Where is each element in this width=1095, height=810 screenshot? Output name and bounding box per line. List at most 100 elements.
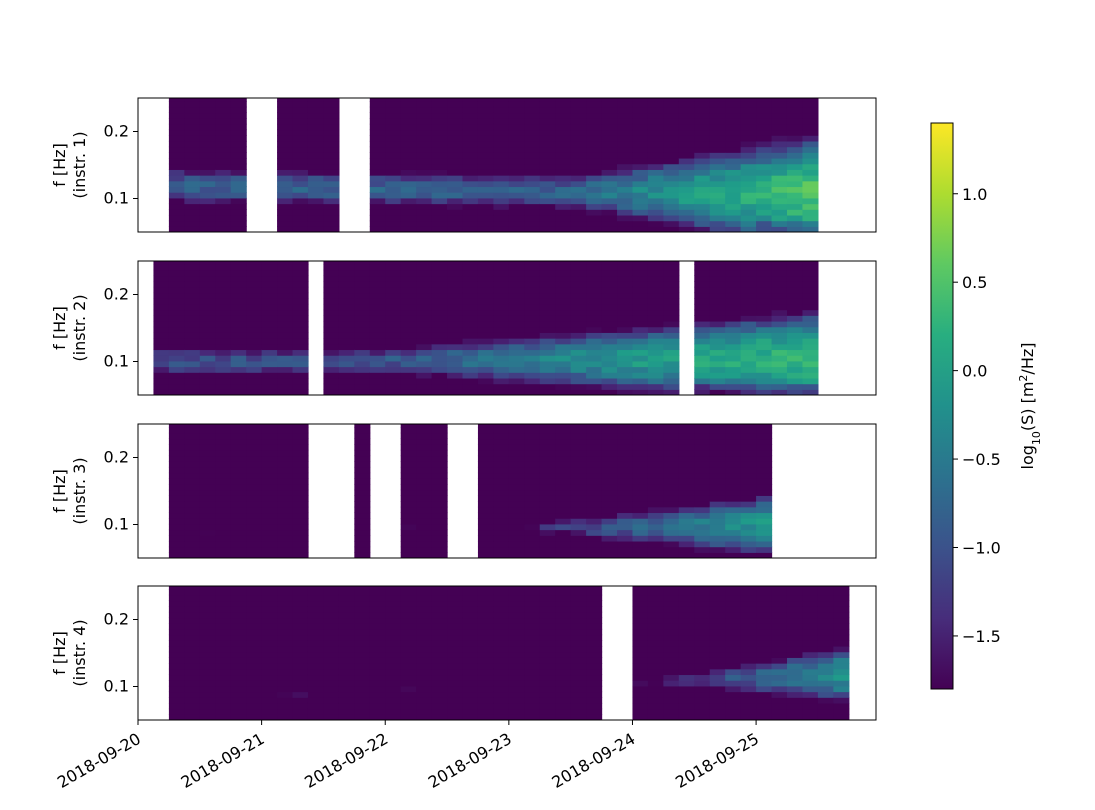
spectrogram-cell bbox=[802, 668, 819, 676]
spectrogram-cell bbox=[678, 478, 695, 485]
spectrogram-cell bbox=[153, 269, 170, 277]
spectrogram-cell bbox=[771, 220, 788, 227]
spectrogram-cell bbox=[586, 535, 603, 542]
spectrogram-cell bbox=[400, 697, 417, 704]
spectrogram-cell bbox=[307, 600, 325, 607]
spectrogram-cell bbox=[462, 192, 479, 199]
spectrogram-cell bbox=[539, 483, 556, 491]
spectrogram-cell bbox=[663, 657, 680, 664]
spectrogram-cell bbox=[416, 146, 433, 153]
spectrogram-cell bbox=[215, 360, 232, 368]
spectrogram-cell bbox=[462, 606, 479, 613]
spectrogram-cell bbox=[786, 640, 804, 647]
spectrogram-cell bbox=[416, 129, 433, 136]
spectrogram-cell bbox=[756, 438, 773, 445]
spectrogram-cell bbox=[508, 292, 525, 299]
spectrogram-cell bbox=[508, 501, 525, 508]
spectrogram-cell bbox=[570, 261, 587, 265]
spectrogram-cell bbox=[168, 360, 185, 368]
spectrogram-cell bbox=[570, 623, 587, 630]
spectrogram-cell bbox=[647, 372, 664, 379]
spectrogram-cell bbox=[601, 478, 618, 485]
spectrogram-cell bbox=[184, 220, 201, 227]
spectrogram-cell bbox=[354, 628, 371, 636]
spectrogram-cell bbox=[740, 209, 757, 216]
spectrogram-cell bbox=[694, 292, 711, 299]
spectrogram-cell bbox=[756, 197, 773, 205]
spectrogram-cell bbox=[493, 535, 510, 542]
spectrogram-cell bbox=[524, 586, 541, 590]
spectrogram-cell bbox=[555, 640, 572, 647]
spectrogram-cell bbox=[199, 372, 216, 379]
spectrogram-cell bbox=[338, 586, 355, 590]
spectrogram-cell bbox=[354, 349, 371, 356]
spectrogram-cell bbox=[215, 518, 232, 525]
spectrogram-cell bbox=[709, 586, 726, 590]
spectrogram-cell bbox=[555, 606, 572, 613]
spectrogram-cell bbox=[477, 651, 495, 658]
spectrogram-cell bbox=[663, 275, 680, 282]
spectrogram-cell bbox=[400, 444, 417, 451]
spectrogram-cell bbox=[663, 123, 680, 131]
spectrogram-cell bbox=[168, 180, 185, 188]
spectrogram-cell bbox=[215, 326, 232, 333]
spectrogram-cell bbox=[524, 112, 541, 119]
spectrogram-cell bbox=[539, 628, 556, 636]
spectrogram-cell bbox=[601, 449, 618, 457]
spectrogram-cell bbox=[740, 518, 757, 525]
spectrogram-cell bbox=[508, 303, 525, 311]
spectrogram-cell bbox=[647, 611, 664, 619]
spectrogram-cell bbox=[617, 98, 634, 102]
spectrogram-cell bbox=[400, 389, 417, 395]
spectrogram-cell bbox=[694, 540, 711, 548]
spectrogram-cell bbox=[771, 226, 788, 232]
spectrogram-cell bbox=[586, 506, 603, 514]
spectrogram-cell bbox=[725, 389, 742, 395]
spectrogram-cell bbox=[632, 129, 649, 136]
spectrogram-cell bbox=[586, 360, 603, 368]
spectrogram-cell bbox=[817, 600, 834, 607]
spectrogram-cell bbox=[354, 674, 371, 681]
spectrogram-cell bbox=[725, 432, 742, 440]
spectrogram-cell bbox=[230, 449, 247, 457]
spectrogram-cell bbox=[477, 606, 495, 613]
spectrogram-cell bbox=[168, 424, 185, 428]
spectrogram-cell bbox=[786, 691, 804, 698]
spectrogram-cell bbox=[817, 623, 834, 630]
spectrogram-cell bbox=[431, 275, 448, 282]
spectrogram-cell bbox=[230, 606, 247, 613]
spectrogram-cell bbox=[678, 540, 695, 548]
spectrogram-cell bbox=[756, 427, 773, 434]
spectrogram-cell bbox=[786, 226, 804, 232]
spectrogram-cell bbox=[230, 360, 247, 368]
spectrogram-cell bbox=[431, 483, 448, 491]
spectrogram-cell bbox=[725, 634, 742, 641]
spectrogram-cell bbox=[277, 146, 294, 153]
spectrogram-cell bbox=[694, 680, 711, 687]
spectrogram-cell bbox=[431, 628, 448, 636]
spectrogram-cell bbox=[261, 634, 278, 641]
spectrogram-cell bbox=[199, 483, 216, 491]
spectrogram-cell bbox=[199, 663, 216, 670]
spectrogram-cell bbox=[771, 383, 788, 390]
spectrogram-cell bbox=[632, 466, 649, 474]
spectrogram-cell bbox=[215, 594, 232, 602]
spectrogram-cell bbox=[246, 501, 263, 508]
spectrogram-cell bbox=[277, 214, 294, 222]
spectrogram-cell bbox=[725, 269, 742, 277]
spectrogram-cell bbox=[431, 332, 448, 339]
spectrogram-cell bbox=[323, 175, 340, 182]
spectrogram-cell bbox=[632, 600, 649, 607]
spectrogram-cell bbox=[756, 523, 773, 531]
spectrogram-cell bbox=[756, 118, 773, 125]
spectrogram-cell bbox=[524, 281, 541, 288]
spectrogram-cell bbox=[215, 383, 232, 390]
spectrogram-cell bbox=[570, 589, 587, 596]
spectrogram-cell bbox=[570, 697, 587, 704]
spectrogram-cell bbox=[462, 197, 479, 205]
spectrogram-cell bbox=[663, 309, 680, 316]
spectrogram-cell bbox=[261, 589, 278, 596]
spectrogram-cell bbox=[477, 315, 495, 322]
spectrogram-cell bbox=[354, 529, 371, 536]
spectrogram-cell bbox=[570, 366, 587, 373]
